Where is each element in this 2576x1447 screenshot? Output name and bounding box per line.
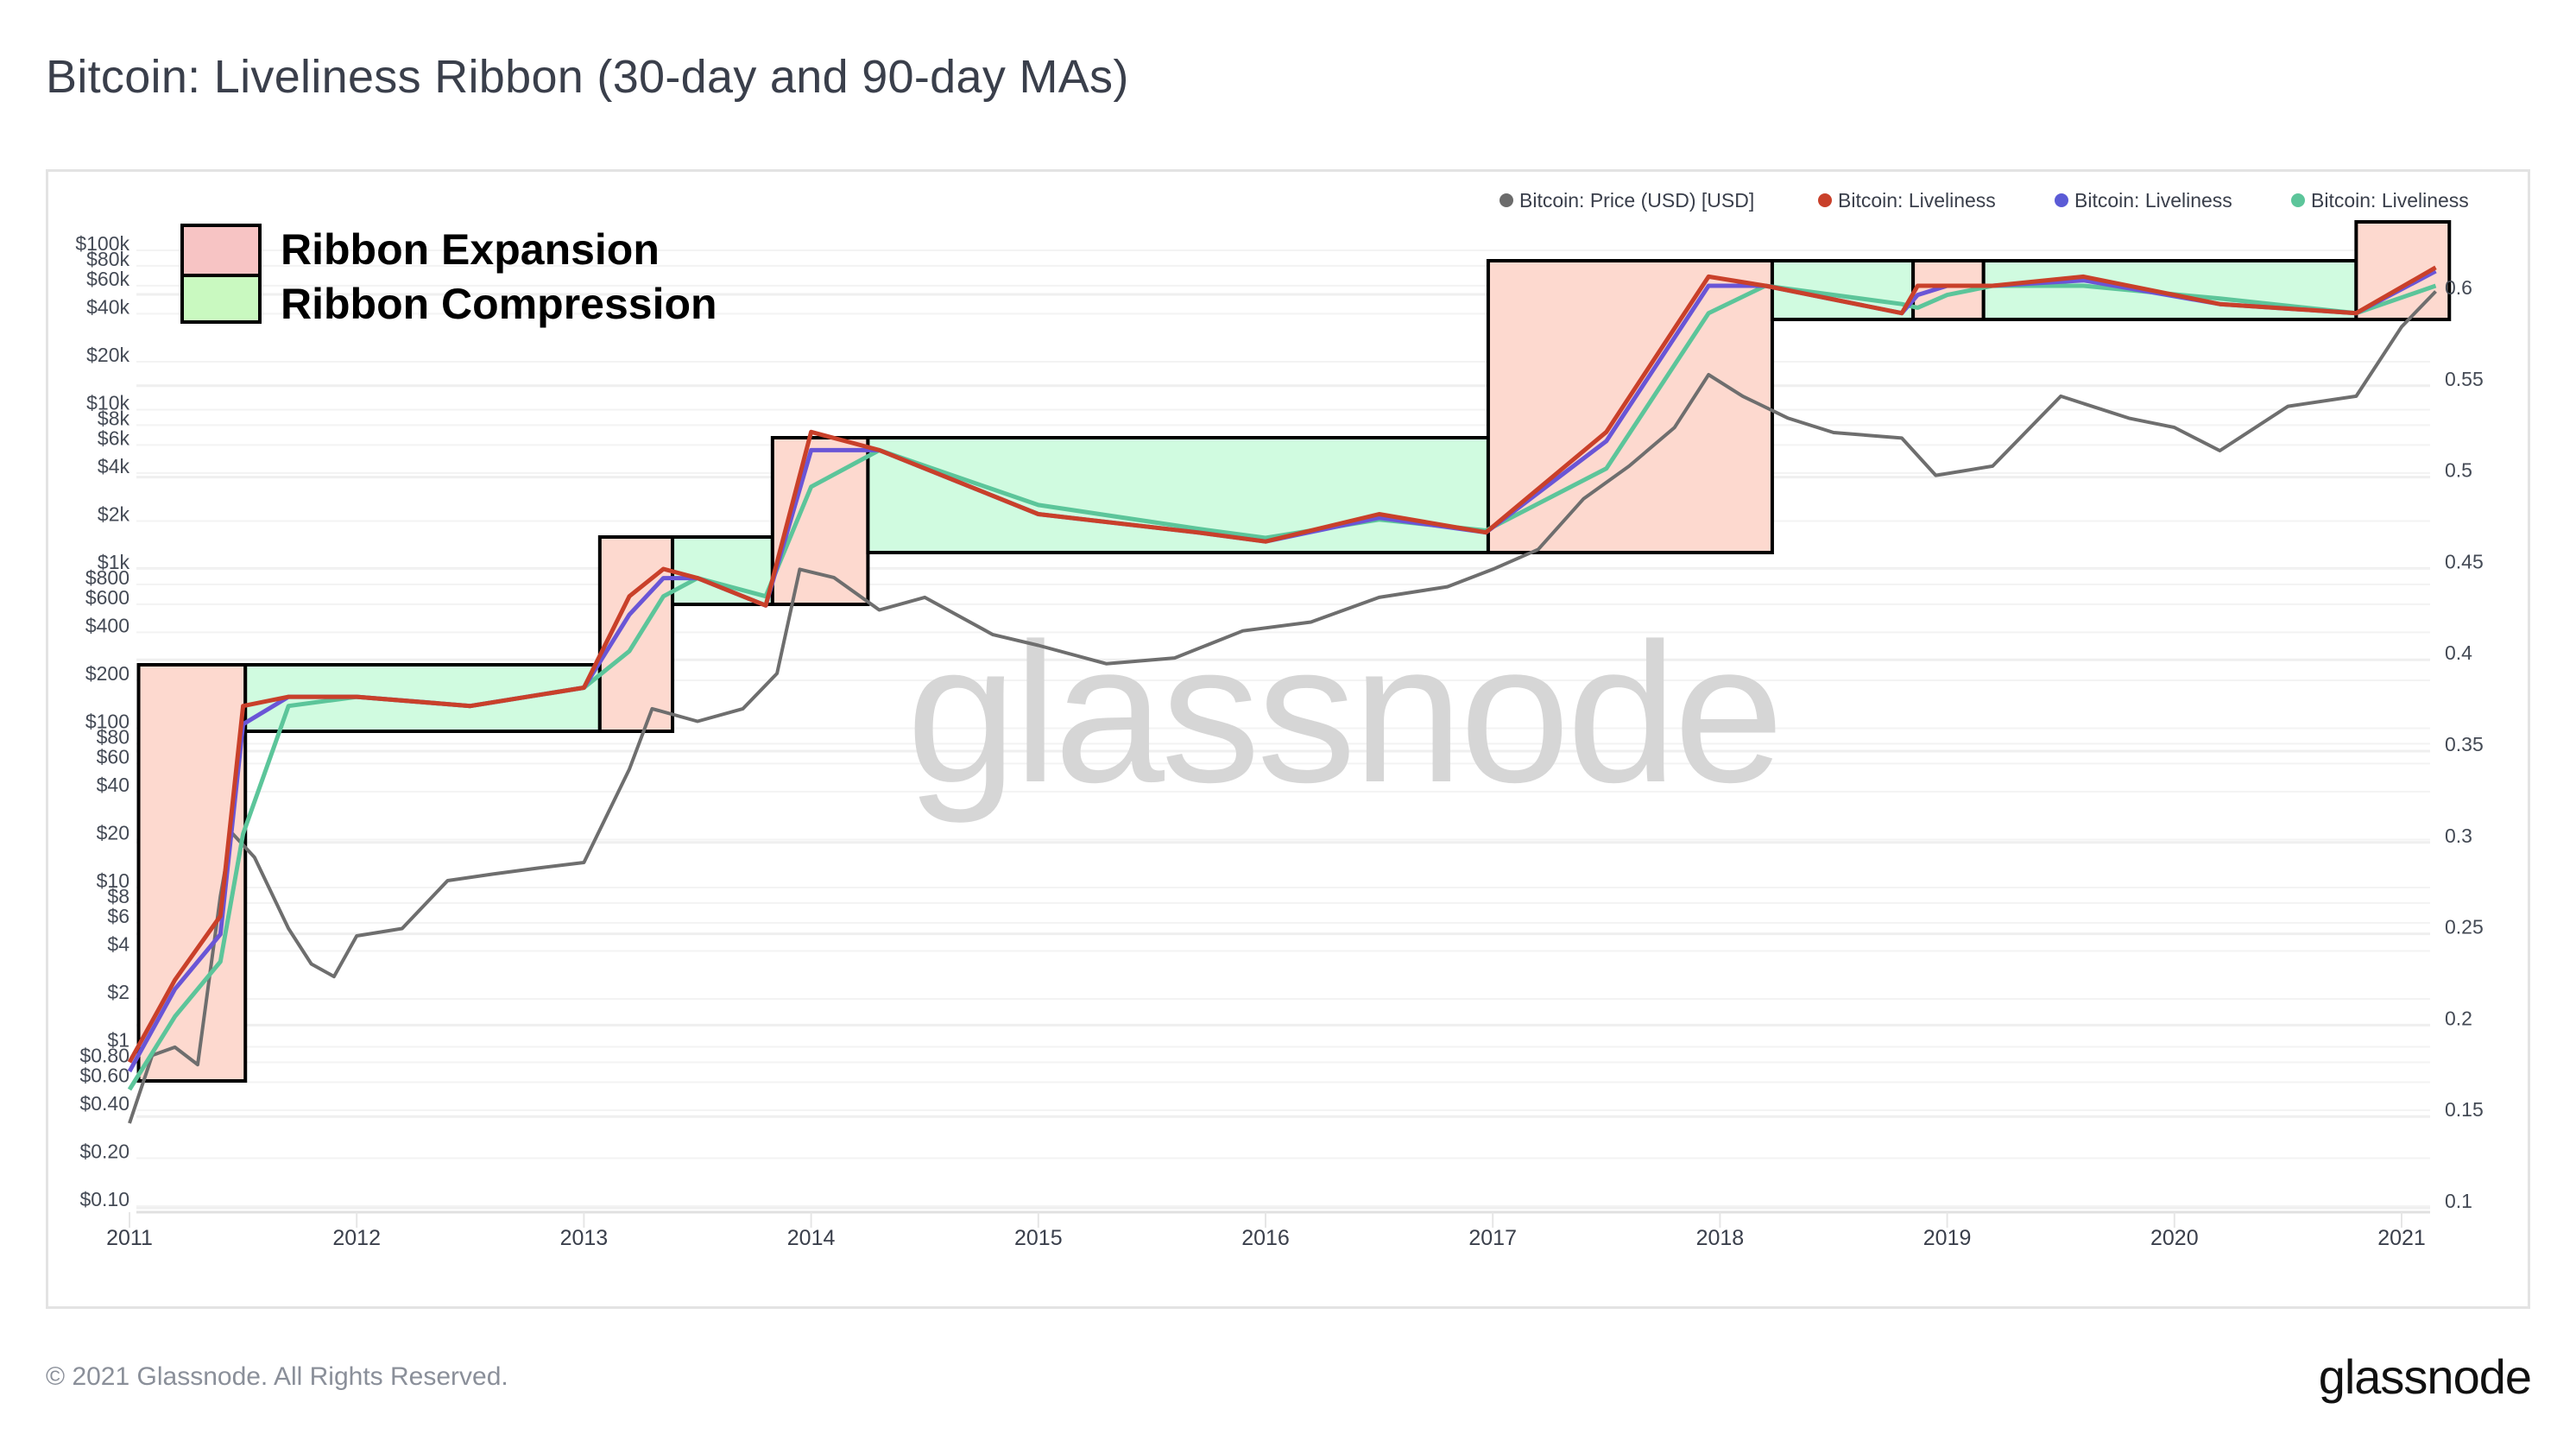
y-left-tick-label: $40k <box>86 295 129 318</box>
y-left-tick-label: $0.40 <box>79 1092 129 1115</box>
y-left-tick-label: $4k <box>98 455 130 477</box>
ribbon-compression-box <box>866 436 1490 554</box>
y-left-tick-label: $8 <box>107 885 129 907</box>
compression-swatch-icon <box>180 274 262 324</box>
y-left-tick-label: $40 <box>97 774 129 796</box>
x-tick-label: 2014 <box>787 1226 836 1250</box>
y-left-tick-label: $200 <box>85 662 129 685</box>
y-left-tick-label: $2 <box>107 981 129 1003</box>
x-tick-label: 2018 <box>1696 1226 1745 1250</box>
y-left-tick-label: $20 <box>97 821 129 844</box>
compression-label: Ribbon Compression <box>281 280 717 328</box>
series-lines <box>127 265 2437 1124</box>
legend-label: Bitcoin: Liveliness <box>1838 189 1996 212</box>
y-left-tick-label: $0.20 <box>79 1140 129 1162</box>
x-tick-label: 2015 <box>1014 1226 1063 1250</box>
expansion-swatch-icon <box>180 224 262 277</box>
y-left-tick-label: $1k <box>98 551 130 573</box>
x-tick-label: 2017 <box>1468 1226 1517 1250</box>
page-title: Bitcoin: Liveliness Ribbon (30-day and 9… <box>46 51 1129 103</box>
y-left-tick-label: $2k <box>98 502 130 525</box>
y-left-tick-label: $0.60 <box>79 1064 129 1086</box>
y-left-tick-label: $10k <box>86 392 129 414</box>
y-left-tick-label: $0.80 <box>79 1044 129 1066</box>
y-left-tick-label: $60k <box>86 268 129 290</box>
legend-label: Bitcoin: Liveliness <box>2074 189 2232 212</box>
glassnode-logo: glassnode <box>2318 1349 2532 1404</box>
y-left-tick-label: $100k <box>75 232 129 255</box>
x-axis-ticks: 2011 2012 2013 2014 2015 2016 2017 2018 2019 2020… <box>106 1212 2426 1250</box>
x-tick-label: 2020 <box>2150 1226 2199 1250</box>
y-left-tick-label: $80k <box>86 248 129 270</box>
gridlines <box>136 250 2430 1210</box>
x-tick-label: 2016 <box>1241 1226 1290 1250</box>
series-legend: Bitcoin: Price (USD) [USD] Bitcoin: Live… <box>1500 189 2469 212</box>
y-right-tick-label: 0.35 <box>2445 733 2484 755</box>
y-left-tick-label: $20k <box>86 344 129 366</box>
chart-card <box>46 169 2530 1309</box>
y-left-tick-label: $400 <box>85 614 129 636</box>
y-right-tick-label: 0.45 <box>2445 550 2484 572</box>
legend-item-liveliness[interactable]: Bitcoin: Liveliness <box>1818 189 1996 212</box>
y-right-tick-label: 0.2 <box>2445 1007 2472 1029</box>
y-left-tick-label: $8k <box>98 407 130 429</box>
liveliness-line <box>127 265 2437 1064</box>
y-left-tick-label: $800 <box>85 566 129 589</box>
legend-item-price[interactable]: Bitcoin: Price (USD) [USD] <box>1500 189 1754 212</box>
y-left-tick-label: $10 <box>97 869 129 892</box>
legend-dot-icon <box>1500 193 1513 207</box>
x-tick-label: 2011 <box>106 1226 153 1250</box>
y-left-tick-label: $4 <box>107 932 129 955</box>
y-left-tick-label: $6 <box>107 905 129 927</box>
legend-dot-icon <box>2055 193 2068 207</box>
legend-label: Bitcoin: Price (USD) [USD] <box>1519 189 1754 212</box>
x-tick-label: 2012 <box>332 1226 381 1250</box>
y-axis-right: 0.1 0.15 0.2 0.25 0.3 0.35 0.4 0.45 0.5 0.55 0.6 <box>2445 276 2484 1212</box>
y-right-tick-label: 0.6 <box>2445 276 2472 299</box>
y-right-tick-label: 0.15 <box>2445 1098 2484 1121</box>
legend-dot-icon <box>1818 193 1832 207</box>
x-tick-label: 2019 <box>1923 1226 1972 1250</box>
price-line <box>128 290 2437 1124</box>
y-right-tick-label: 0.1 <box>2445 1190 2472 1212</box>
x-tick-label: 2013 <box>560 1226 609 1250</box>
expansion-label: Ribbon Expansion <box>281 225 660 274</box>
y-right-tick-label: 0.5 <box>2445 459 2472 482</box>
y-left-tick-label: $80 <box>97 725 129 748</box>
y-left-tick-label: $6k <box>98 427 130 449</box>
x-tick-label: 2021 <box>2377 1226 2426 1250</box>
legend-dot-icon <box>2291 193 2305 207</box>
footer-copyright: © 2021 Glassnode. All Rights Reserved. <box>46 1362 508 1391</box>
y-right-tick-label: 0.55 <box>2445 368 2484 390</box>
y-right-tick-label: 0.25 <box>2445 916 2484 938</box>
annotation-legend: Ribbon Expansion Ribbon Compression <box>180 224 717 328</box>
legend-label: Bitcoin: Liveliness <box>2311 189 2469 212</box>
legend-item-liveliness-90d[interactable]: Bitcoin: Liveliness <box>2291 189 2469 212</box>
watermark: glassnode <box>906 602 1781 824</box>
y-left-tick-label: $600 <box>85 586 129 609</box>
y-left-tick-label: $100 <box>85 711 129 733</box>
y-left-tick-label: $0.10 <box>79 1188 129 1210</box>
y-left-tick-label: $60 <box>97 745 129 768</box>
y-left-tick-label: $1 <box>107 1029 129 1052</box>
y-axis-left: $0.10 $0.20 $0.40 $0.60$0.80$1 $2 $4 $6$8$10 $2… <box>75 232 129 1210</box>
y-right-tick-label: 0.4 <box>2445 641 2472 664</box>
legend-item-liveliness-30d[interactable]: Bitcoin: Liveliness <box>2055 189 2232 212</box>
y-right-tick-label: 0.3 <box>2445 825 2472 847</box>
